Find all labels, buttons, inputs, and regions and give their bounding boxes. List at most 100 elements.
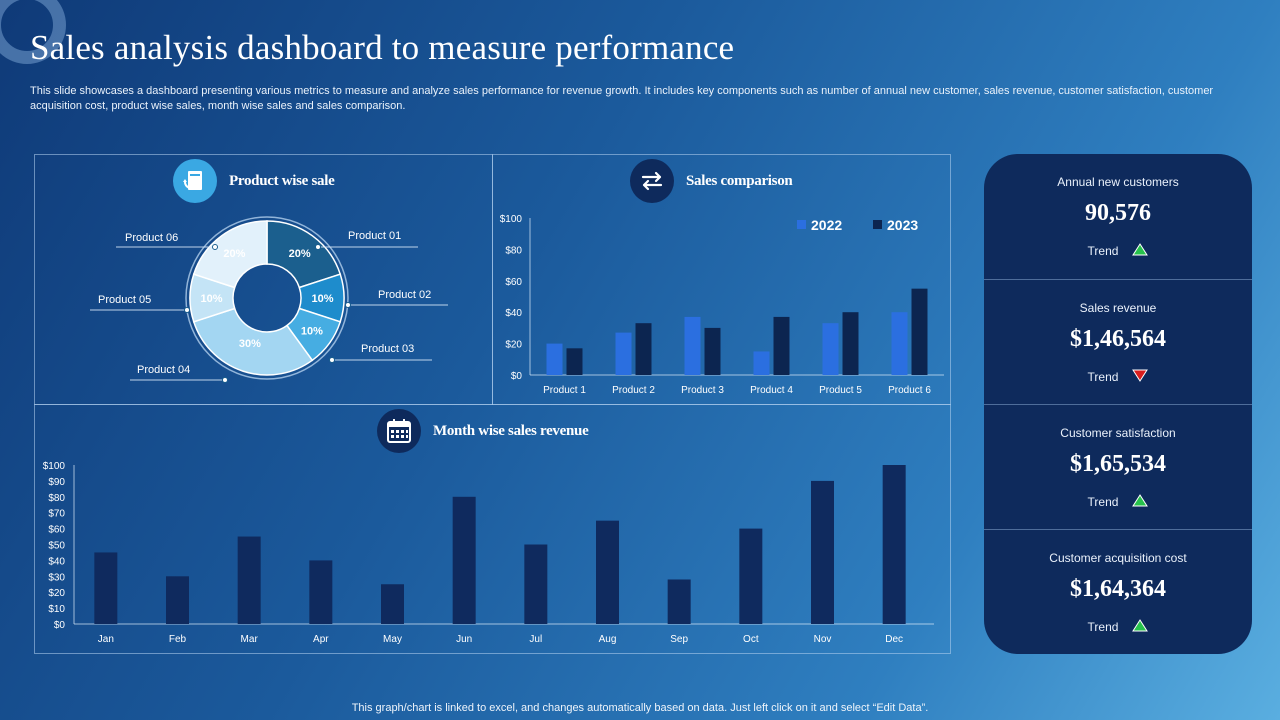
kpi-trend: Trend xyxy=(984,494,1252,510)
month-wise-bar-chart: $0 $10 $20 $30 $40 $50 $60 $70 $80 $90 $100 Jan Feb M… xyxy=(43,461,934,645)
kpi-customer-satisfaction: Customer satisfaction $1,65,534 Trend xyxy=(984,404,1252,529)
donut-slice xyxy=(266,220,342,289)
y-tick-label: $0 xyxy=(54,620,66,631)
x-tick-label: Nov xyxy=(814,634,832,645)
month-bar xyxy=(739,528,763,624)
bar-2022 xyxy=(546,343,563,375)
y-tick-label: $100 xyxy=(500,214,523,225)
donut-callout-dot xyxy=(184,307,190,313)
month-bar xyxy=(811,480,834,624)
donut-value-label: 30% xyxy=(239,338,261,350)
y-tick-label: $40 xyxy=(48,556,65,567)
donut-value-label: 10% xyxy=(311,293,333,305)
y-tick-label: $40 xyxy=(505,308,522,319)
month-bar xyxy=(166,576,189,624)
donut-value-label: 20% xyxy=(223,248,245,260)
x-tick-label: Product 1 xyxy=(543,385,586,396)
y-tick-label: $100 xyxy=(43,461,66,472)
x-tick-label: Dec xyxy=(885,634,903,645)
donut-callout-dot xyxy=(222,377,228,383)
sales-comparison-bar-chart: $0 $20 $40 $60 $80 $100 Product 1 Product 2 Prod… xyxy=(500,214,944,396)
x-tick-label: Product 3 xyxy=(681,385,724,396)
calendar-icon xyxy=(377,409,421,453)
legend-swatch-2022 xyxy=(797,220,806,229)
kpi-label: Sales revenue xyxy=(1079,301,1157,315)
donut-slice xyxy=(192,220,268,289)
product-wise-title: Product wise sale xyxy=(173,159,335,203)
bar-2022 xyxy=(615,332,632,375)
month-bar xyxy=(452,496,476,624)
bar-2023 xyxy=(773,316,790,375)
kpi-value: $1,65,534 xyxy=(1070,451,1166,477)
month-wise-panel xyxy=(34,404,951,654)
kpi-trend-label: Trend xyxy=(1087,495,1119,509)
x-tick-label: Product 4 xyxy=(750,385,793,396)
y-tick-label: $80 xyxy=(48,493,65,504)
bar-2022 xyxy=(822,323,839,375)
page-description: This slide showcases a dashboard present… xyxy=(30,85,1214,112)
bar-2022 xyxy=(753,351,770,375)
y-tick-label: $30 xyxy=(48,572,65,583)
month-wise-title-text: Month wise sales revenue xyxy=(433,422,589,439)
y-tick-label: $0 xyxy=(511,371,523,382)
x-tick-label: Product 5 xyxy=(819,385,862,396)
donut-slice xyxy=(192,307,314,376)
donut-category-label: Product 06 xyxy=(125,232,178,244)
kpi-annual-new-customers: Annual new customers 90,576 Trend xyxy=(984,154,1252,279)
trend-up-icon xyxy=(1132,494,1149,510)
kpi-trend: Trend xyxy=(984,619,1252,635)
month-bar xyxy=(381,584,404,624)
x-tick-label: Jun xyxy=(456,634,472,645)
bar-2023 xyxy=(635,323,652,375)
legend-label-2023: 2023 xyxy=(887,217,918,233)
x-tick-label: Jul xyxy=(529,634,542,645)
kpi-panel: Annual new customers 90,576 Trend Sales … xyxy=(984,154,1252,654)
x-tick-label: Apr xyxy=(313,634,329,645)
kpi-trend-label: Trend xyxy=(1087,244,1119,258)
donut-category-label: Product 01 xyxy=(348,230,401,242)
x-tick-label: Sep xyxy=(670,634,688,645)
x-tick-label: Feb xyxy=(169,634,187,645)
donut-category-label: Product 03 xyxy=(361,343,414,355)
kpi-sales-revenue: Sales revenue $1,46,564 Trend xyxy=(984,279,1252,404)
x-tick-label: Product 2 xyxy=(612,385,655,396)
donut-value-label: 10% xyxy=(200,293,222,305)
month-wise-title: Month wise sales revenue xyxy=(377,409,589,453)
kpi-value: $1,64,364 xyxy=(1070,576,1166,602)
legend-swatch-2023 xyxy=(873,220,882,229)
kpi-label: Annual new customers xyxy=(1057,175,1179,189)
donut-category-label: Product 02 xyxy=(378,289,431,301)
y-tick-label: $10 xyxy=(48,604,65,615)
document-refresh-icon xyxy=(173,159,217,203)
donut-category-label: Product 05 xyxy=(98,294,151,306)
kpi-value: 90,576 xyxy=(1085,200,1151,226)
bar-2023 xyxy=(911,288,928,375)
kpi-trend-label: Trend xyxy=(1087,370,1119,384)
sales-comparison-title-text: Sales comparison xyxy=(686,172,793,189)
y-tick-label: $60 xyxy=(505,277,522,288)
month-bar xyxy=(596,520,619,624)
kpi-trend: Trend xyxy=(984,369,1252,385)
kpi-customer-acquisition-cost: Customer acquisition cost $1,64,364 Tren… xyxy=(984,529,1252,654)
month-bar xyxy=(524,544,548,624)
legend-label-2022: 2022 xyxy=(811,217,842,233)
month-bar xyxy=(882,465,906,624)
x-tick-label: Product 6 xyxy=(888,385,931,396)
y-tick-label: $90 xyxy=(48,477,65,488)
x-tick-label: May xyxy=(383,634,402,645)
month-bar xyxy=(237,536,261,624)
donut-category-label: Product 04 xyxy=(137,364,190,376)
trend-up-icon xyxy=(1132,619,1149,635)
kpi-value: $1,46,564 xyxy=(1070,326,1166,352)
y-tick-label: $70 xyxy=(48,509,65,520)
swap-arrows-icon xyxy=(630,159,674,203)
footnote: This graph/chart is linked to excel, and… xyxy=(351,702,929,714)
donut-callout-dot xyxy=(329,357,335,363)
product-wise-title-text: Product wise sale xyxy=(229,172,335,189)
donut-outer-ring xyxy=(185,216,349,380)
kpi-trend-label: Trend xyxy=(1087,620,1119,634)
y-tick-label: $50 xyxy=(48,541,65,552)
sales-comparison-title: Sales comparison xyxy=(630,159,793,203)
donut-callout-dot xyxy=(212,244,218,250)
trend-up-icon xyxy=(1132,243,1149,259)
